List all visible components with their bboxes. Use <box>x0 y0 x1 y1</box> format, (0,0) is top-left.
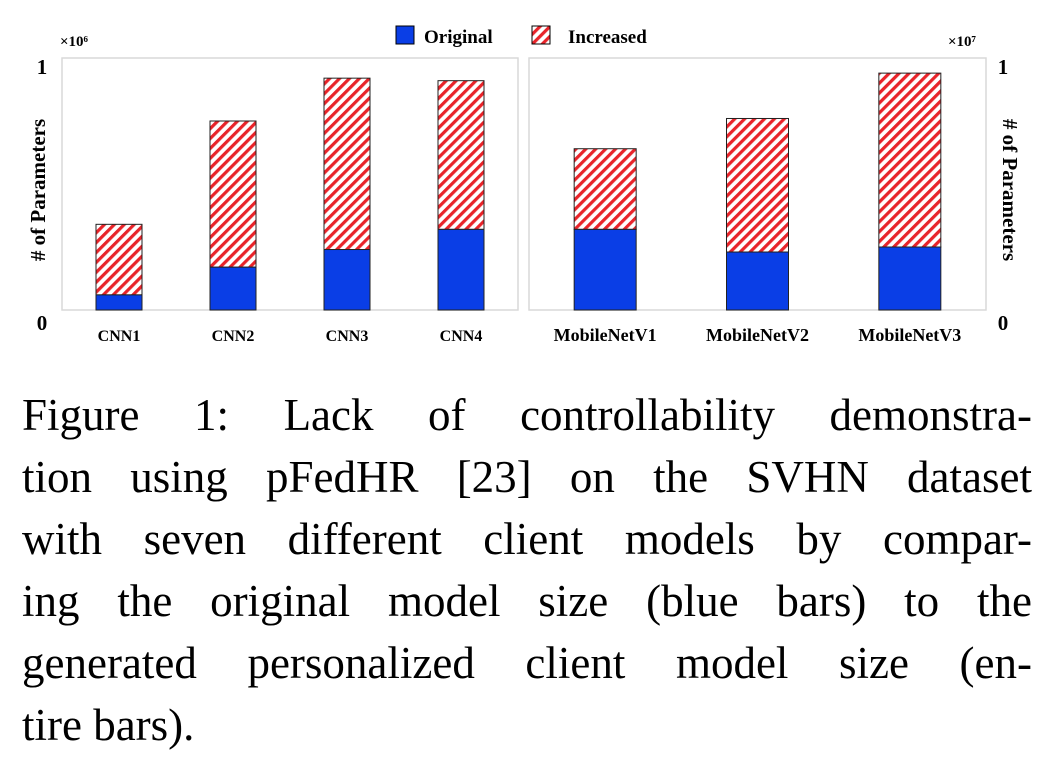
bar-original-cnn4 <box>437 228 485 311</box>
bar-original-mobilenetv3 <box>878 246 942 311</box>
x-tick-label-cnn1: CNN1 <box>98 328 141 345</box>
bar-original-cnn3 <box>323 249 371 311</box>
legend-original-label: Original <box>424 27 493 48</box>
mobilenet-ytick-min: 0 <box>998 311 1009 335</box>
mobilenet-ytick-max: 1 <box>998 55 1009 79</box>
bar-increased-cnn1 <box>95 223 143 296</box>
x-tick-label-mobilenetv3: MobileNetV3 <box>858 325 961 345</box>
mobilenet-panel: ×10⁷ 1 0 # of Parameters MobileNetV1 Mobi… <box>528 34 1022 345</box>
caption-line: Figure 1: Lack of controllability demons… <box>22 390 1032 440</box>
caption-line: ing the original model size (blue bars) … <box>22 576 1032 626</box>
caption-line: tire bars). <box>22 700 195 750</box>
cnn-panel: ×10⁶ 1 0 # of Parameters CNN1 CNN2 CNN3 CNN… <box>26 34 519 345</box>
cnn-scale-label: ×10⁶ <box>60 34 89 50</box>
bar-original-mobilenetv2 <box>726 251 789 311</box>
bar-original-cnn2 <box>209 266 257 311</box>
cnn-x-tick-labels: CNN1 CNN2 CNN3 CNN4 <box>98 328 483 345</box>
cnn-ytick-max: 1 <box>37 55 48 79</box>
mobilenet-x-tick-labels: MobileNetV1 MobileNetV2 MobileNetV3 <box>554 325 962 345</box>
cnn-panel-frame <box>61 57 519 311</box>
figure-caption: Figure 1: Lack of controllability demons… <box>22 384 1032 756</box>
bar-increased-mobilenetv3 <box>878 72 942 248</box>
bar-increased-mobilenetv1 <box>573 148 637 230</box>
bar-chart-figure: Original Increased ×10⁶ 1 0 # of Paramet… <box>26 25 1022 345</box>
caption-line: with seven different client models by co… <box>22 514 1032 564</box>
legend-original-swatch <box>395 25 415 45</box>
caption-line: tion using pFedHR [23] on the SVHN datas… <box>22 452 1032 502</box>
mobilenet-y-axis-label: # of Parameters <box>998 119 1022 261</box>
x-tick-label-cnn4: CNN4 <box>440 328 483 345</box>
caption-line: generated personalized client model size… <box>22 638 1032 688</box>
x-tick-label-mobilenetv2: MobileNetV2 <box>706 325 809 345</box>
cnn-bars <box>95 77 485 311</box>
x-tick-label-cnn2: CNN2 <box>212 328 255 345</box>
cnn-ytick-min: 0 <box>37 311 48 335</box>
bar-original-cnn1 <box>95 294 143 311</box>
mobilenet-bars <box>573 72 942 311</box>
bar-increased-cnn2 <box>209 120 257 268</box>
bar-increased-mobilenetv2 <box>726 117 789 253</box>
mobilenet-scale-label: ×10⁷ <box>948 34 977 50</box>
cnn-y-axis-label: # of Parameters <box>26 119 50 261</box>
x-tick-label-mobilenetv1: MobileNetV1 <box>554 325 657 345</box>
bar-original-mobilenetv1 <box>573 228 637 311</box>
bar-increased-cnn4 <box>437 80 485 230</box>
legend: Original Increased <box>395 25 647 48</box>
bar-increased-cnn3 <box>323 77 371 251</box>
x-tick-label-cnn3: CNN3 <box>326 328 369 345</box>
legend-increased-label: Increased <box>568 27 647 48</box>
legend-increased-swatch <box>531 25 551 45</box>
